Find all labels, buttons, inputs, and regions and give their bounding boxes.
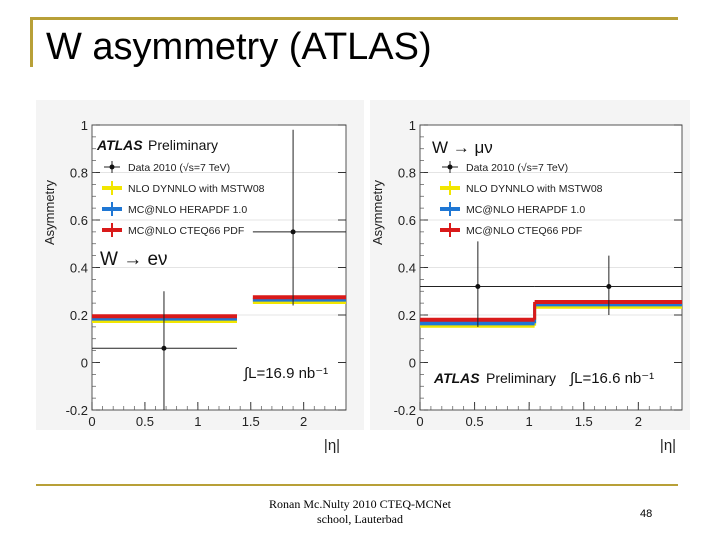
- y-axis-label: Asymmetry: [370, 180, 385, 246]
- footer-rule: [36, 484, 678, 486]
- legend-swatch-data-dot: [447, 164, 453, 170]
- data-point-2: [290, 229, 296, 235]
- footer-credit-line2: school, Lauterbad: [317, 512, 403, 526]
- channel-label: W → eν: [100, 249, 168, 270]
- y-tick-label: 1: [81, 118, 88, 133]
- slide-title: W asymmetry (ATLAS): [46, 26, 432, 68]
- y-tick-label: 0.4: [398, 261, 416, 276]
- channel-label: W → μν: [432, 138, 493, 157]
- asymmetry-panel-2: -0.200.20.40.60.810 0.5 1 1.5 2Asymmetry|η|W…: [370, 100, 690, 454]
- footer-credit: Ronan Mc.Nulty 2010 CTEQ-MCNet school, L…: [240, 497, 480, 527]
- x-tick-label: 0: [88, 414, 95, 429]
- lumi-label: ∫L=16.9 nb⁻¹: [243, 365, 328, 382]
- data-point-1: [475, 284, 481, 289]
- atlas-sub-label: Preliminary: [486, 370, 556, 386]
- y-tick-label: 1: [409, 118, 416, 133]
- legend-entry-2: NLO DYNNLO with MSTW08: [128, 183, 265, 195]
- y-tick-label: 0: [81, 356, 88, 371]
- y-tick-label: 0.8: [398, 166, 416, 181]
- y-tick-label: -0.2: [394, 403, 416, 418]
- x-tick-label: 1: [526, 414, 533, 429]
- y-tick-label: 0.8: [70, 166, 88, 181]
- y-tick-label: 0.6: [398, 213, 416, 228]
- x-tick-label: 0.5: [466, 414, 484, 429]
- legend-entry-2: NLO DYNNLO with MSTW08: [466, 183, 603, 195]
- legend-entry-4: MC@NLO CTEQ66 PDF: [466, 225, 582, 237]
- x-tick-label: 0: [416, 414, 423, 429]
- atlas-label: ATLAS: [433, 370, 480, 386]
- x-tick-label: 2: [300, 414, 307, 429]
- x-axis-label: |η|: [660, 437, 676, 454]
- data-point-2: [606, 284, 612, 289]
- lumi-label: ∫L=16.6 nb⁻¹: [569, 370, 654, 387]
- legend-entry-1: Data 2010 (√s=7 TeV): [466, 162, 568, 174]
- y-axis-label: Asymmetry: [42, 180, 57, 246]
- atlas-label: ATLAS: [96, 137, 143, 153]
- title-rule-left: [30, 17, 33, 67]
- asymmetry-panel-1: -0.200.20.40.60.810 0.5 1 1.5 2Asymmetry|η|A…: [36, 100, 364, 454]
- legend-swatch-data-dot: [109, 164, 115, 170]
- y-tick-label: 0.6: [70, 213, 88, 228]
- y-tick-label: -0.2: [66, 403, 88, 418]
- y-tick-label: 0.4: [70, 261, 88, 276]
- page-number: 48: [640, 508, 653, 520]
- y-tick-label: 0.2: [398, 308, 416, 323]
- x-tick-label: 1: [194, 414, 201, 429]
- footer-credit-line1: Ronan Mc.Nulty 2010 CTEQ-MCNet: [269, 497, 451, 511]
- data-point-1: [161, 345, 167, 351]
- x-axis-label: |η|: [324, 437, 340, 454]
- y-tick-label: 0: [409, 356, 416, 371]
- asymmetry-plots: -0.200.20.40.60.810 0.5 1 1.5 2Asymmetry|η|A…: [36, 100, 690, 454]
- title-rule-top: [30, 17, 678, 20]
- x-tick-label: 0.5: [136, 414, 154, 429]
- legend-entry-3: MC@NLO HERAPDF 1.0: [128, 204, 247, 216]
- atlas-sub-label: Preliminary: [148, 137, 218, 153]
- x-tick-label: 1.5: [242, 414, 260, 429]
- legend-entry-3: MC@NLO HERAPDF 1.0: [466, 204, 585, 216]
- x-tick-label: 1.5: [575, 414, 593, 429]
- legend-entry-1: Data 2010 (√s=7 TeV): [128, 162, 230, 174]
- y-tick-label: 0.2: [70, 308, 88, 323]
- x-tick-label: 2: [635, 414, 642, 429]
- legend-entry-4: MC@NLO CTEQ66 PDF: [128, 225, 244, 237]
